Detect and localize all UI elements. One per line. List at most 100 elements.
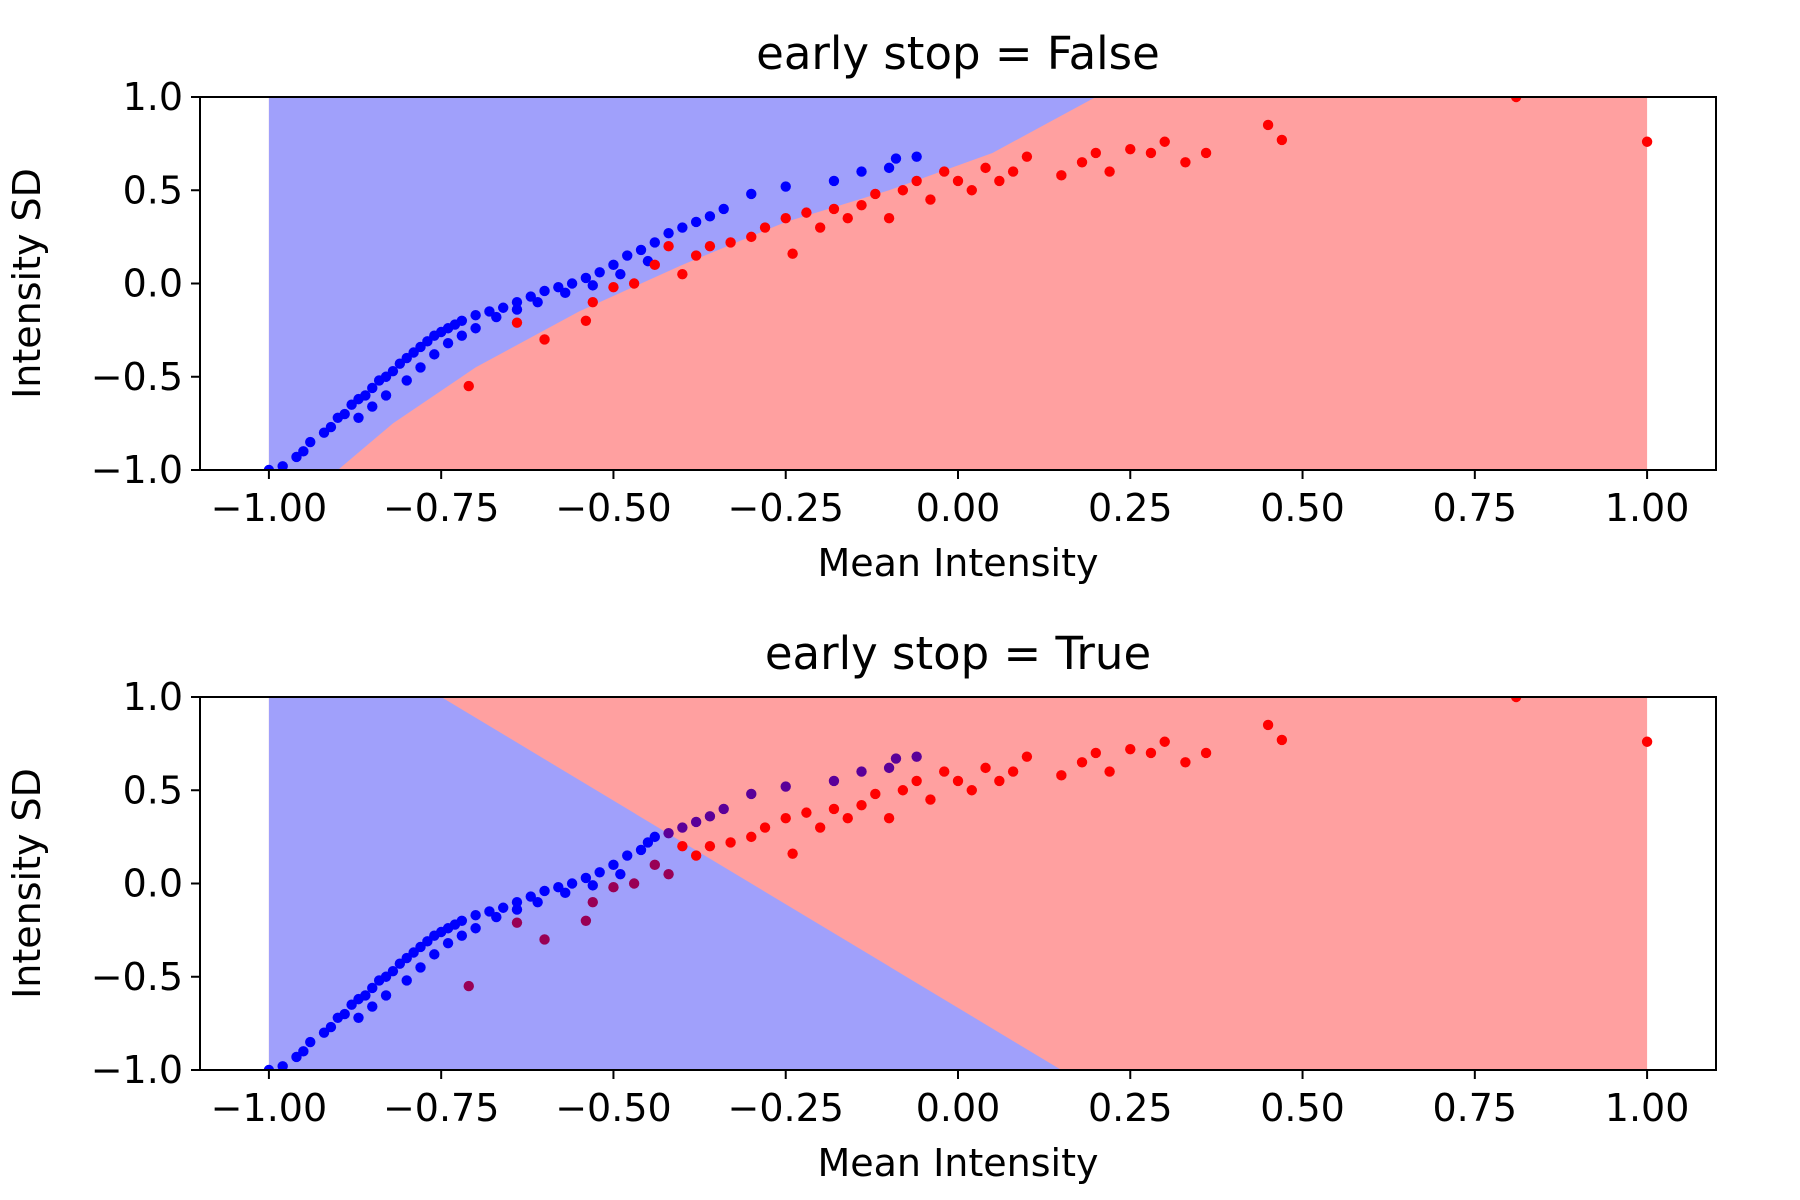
data-point xyxy=(484,306,495,317)
data-point xyxy=(380,971,392,982)
data-point xyxy=(856,166,867,177)
data-point xyxy=(360,990,371,1001)
data-point xyxy=(1145,747,1157,759)
data-point xyxy=(615,868,626,880)
data-point xyxy=(1159,136,1170,147)
data-point xyxy=(553,282,564,293)
blue-region xyxy=(268,97,1096,470)
scatter-points xyxy=(263,697,1653,1070)
data-point xyxy=(911,775,922,787)
data-point xyxy=(725,237,736,248)
data-point xyxy=(1076,157,1088,168)
data-point xyxy=(966,785,977,796)
data-point xyxy=(429,949,440,960)
data-point xyxy=(539,885,550,897)
data-point xyxy=(801,807,812,818)
data-point xyxy=(704,241,716,252)
data-point xyxy=(663,227,674,239)
data-point xyxy=(939,766,950,777)
y-tick-label: 0.5 xyxy=(123,768,183,812)
data-point xyxy=(580,915,592,926)
data-point xyxy=(780,181,791,192)
data-point xyxy=(470,310,481,321)
data-point xyxy=(456,930,468,941)
x-tick-label: 0.00 xyxy=(916,486,1001,530)
data-point xyxy=(690,250,702,261)
data-point xyxy=(1090,747,1102,759)
data-point xyxy=(415,941,426,953)
data-point xyxy=(608,259,619,271)
data-point xyxy=(456,330,468,341)
data-point xyxy=(339,408,350,420)
data-point xyxy=(566,278,578,289)
data-point xyxy=(994,175,1005,187)
data-point xyxy=(780,213,791,224)
chart-title: early stop = False xyxy=(756,27,1160,80)
data-point xyxy=(415,341,426,353)
x-axis-label: Mean Intensity xyxy=(817,541,1098,585)
data-point xyxy=(628,878,640,889)
data-point xyxy=(594,267,605,278)
x-tick-label: −0.75 xyxy=(383,1086,499,1130)
data-point xyxy=(539,285,550,297)
data-point xyxy=(1125,144,1136,155)
data-point xyxy=(456,315,468,326)
data-point xyxy=(883,162,895,174)
data-point xyxy=(897,785,909,796)
data-point xyxy=(925,794,936,805)
data-point xyxy=(298,1046,309,1057)
data-point xyxy=(842,813,853,824)
data-point xyxy=(1021,151,1033,162)
data-point xyxy=(463,380,474,392)
x-tick-label: −0.50 xyxy=(555,486,671,530)
data-point xyxy=(318,427,330,438)
data-point xyxy=(870,188,881,200)
data-point xyxy=(511,917,523,928)
data-point xyxy=(587,296,598,308)
data-point xyxy=(890,153,902,164)
x-tick-label: 0.75 xyxy=(1433,486,1518,530)
data-point xyxy=(484,906,495,917)
data-point xyxy=(828,775,840,787)
data-point xyxy=(532,896,543,908)
data-point xyxy=(1641,136,1653,147)
data-point xyxy=(511,317,523,328)
x-tick-label: 0.00 xyxy=(916,1086,1001,1130)
data-point xyxy=(511,296,523,308)
data-point xyxy=(1104,766,1115,777)
y-tick-label: 0.0 xyxy=(123,862,183,906)
data-point xyxy=(952,175,964,187)
data-point xyxy=(622,850,633,861)
data-point xyxy=(1180,757,1191,768)
x-tick-label: 1.00 xyxy=(1605,1086,1690,1130)
data-point xyxy=(1076,757,1088,768)
y-tick-label: 1.0 xyxy=(123,675,183,719)
data-point xyxy=(491,911,502,923)
data-point xyxy=(649,237,660,248)
chart-title: early stop = True xyxy=(765,627,1151,680)
data-point xyxy=(759,222,771,233)
data-point xyxy=(415,362,426,373)
data-point xyxy=(470,923,481,934)
data-point xyxy=(263,1064,275,1070)
data-point xyxy=(580,272,592,284)
data-point xyxy=(746,788,757,800)
data-point xyxy=(1021,751,1033,762)
data-point xyxy=(1180,157,1191,168)
data-point xyxy=(801,207,812,218)
data-point xyxy=(663,868,674,880)
y-axis-label: Intensity SD xyxy=(5,768,49,999)
data-point xyxy=(511,896,523,908)
data-point xyxy=(966,185,977,196)
data-point xyxy=(677,822,688,833)
data-point xyxy=(890,753,902,764)
data-point xyxy=(608,282,619,293)
x-tick-label: 0.50 xyxy=(1260,486,1345,530)
data-point xyxy=(608,859,619,871)
data-point xyxy=(422,936,433,947)
data-point xyxy=(911,175,922,187)
data-point xyxy=(463,980,474,992)
data-point xyxy=(566,878,578,889)
data-point xyxy=(353,412,364,423)
